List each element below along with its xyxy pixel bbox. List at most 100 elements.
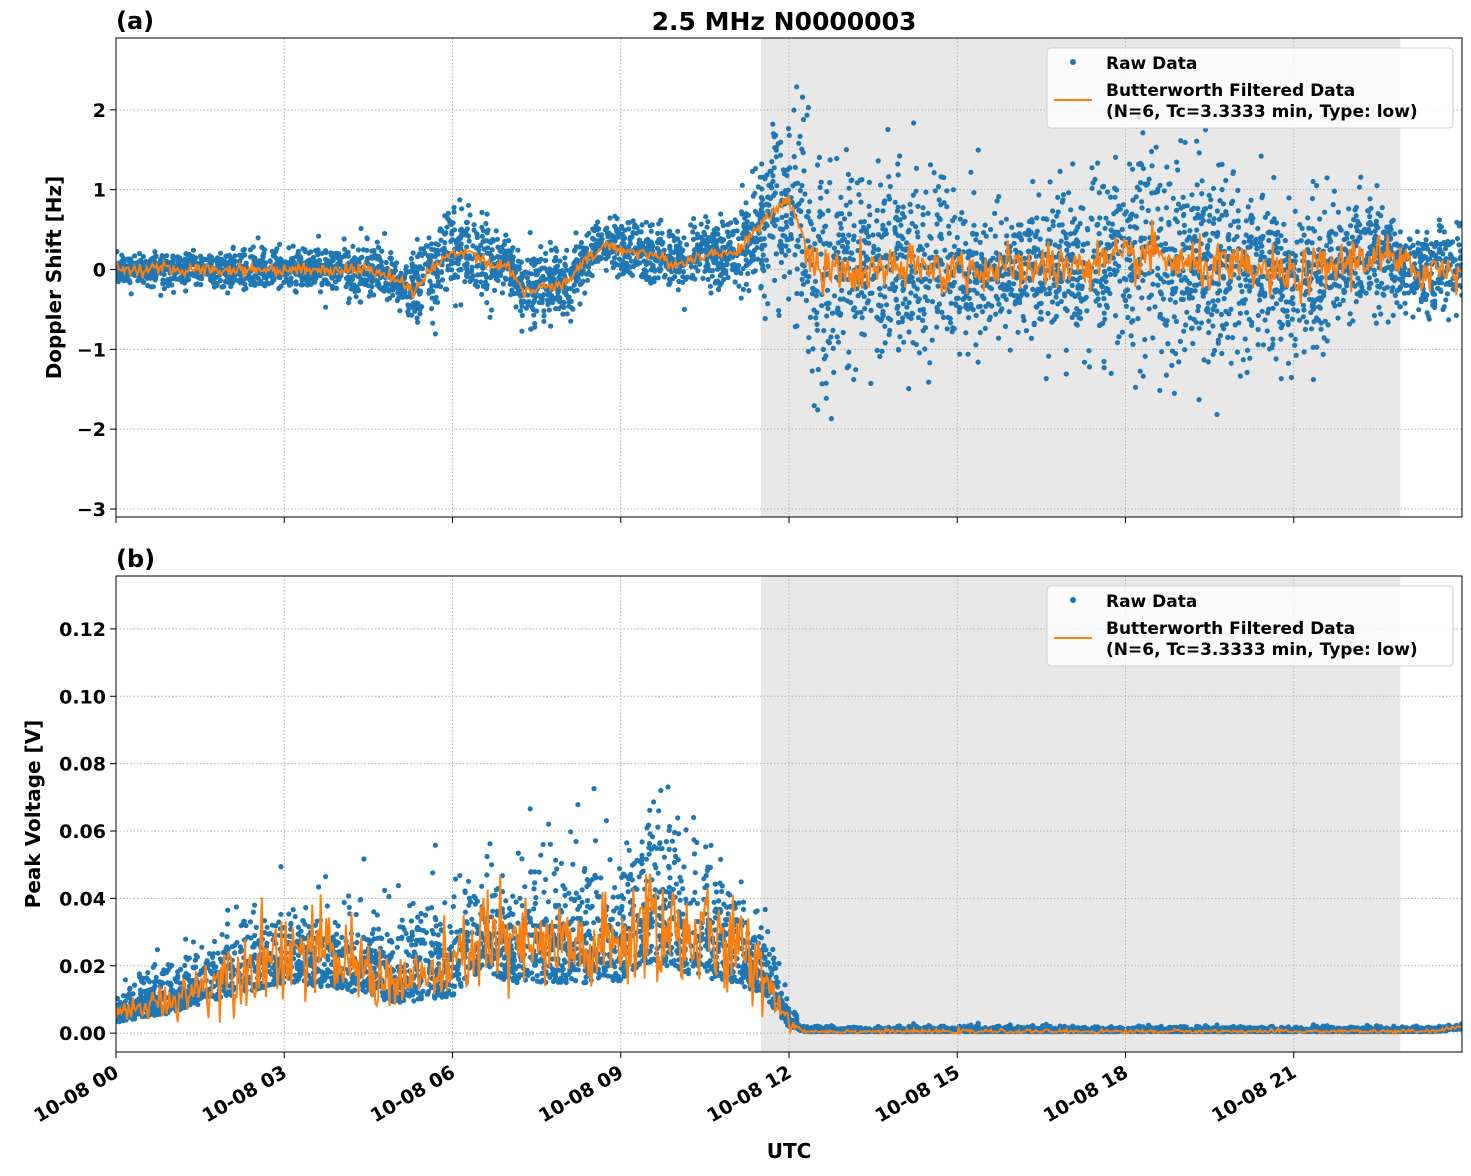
raw-point bbox=[877, 286, 882, 291]
raw-point bbox=[762, 236, 767, 241]
raw-point bbox=[1143, 354, 1148, 359]
raw-point bbox=[1216, 341, 1221, 346]
raw-point bbox=[1254, 246, 1259, 251]
raw-point bbox=[1072, 230, 1077, 235]
raw-point bbox=[721, 263, 726, 268]
raw-point bbox=[228, 258, 233, 263]
raw-point bbox=[1239, 289, 1244, 294]
raw-point bbox=[888, 184, 893, 189]
raw-point bbox=[1116, 264, 1121, 269]
raw-point bbox=[1205, 309, 1210, 314]
raw-point bbox=[1172, 391, 1177, 396]
raw-point bbox=[1210, 323, 1215, 328]
raw-point bbox=[1021, 314, 1026, 319]
raw-point bbox=[428, 287, 433, 292]
raw-point bbox=[674, 269, 679, 274]
raw-point bbox=[1097, 190, 1102, 195]
raw-point bbox=[1184, 290, 1189, 295]
raw-point bbox=[979, 293, 984, 298]
raw-point bbox=[928, 162, 933, 167]
raw-point bbox=[1455, 236, 1460, 241]
raw-point bbox=[158, 257, 163, 262]
raw-point bbox=[117, 273, 122, 278]
raw-point bbox=[568, 286, 573, 291]
raw-point bbox=[825, 288, 830, 293]
raw-point bbox=[525, 258, 530, 263]
raw-point bbox=[495, 278, 500, 283]
raw-point bbox=[807, 199, 812, 204]
raw-point bbox=[1194, 227, 1199, 232]
raw-point bbox=[710, 274, 715, 279]
raw-point bbox=[1337, 302, 1342, 307]
raw-point bbox=[1223, 309, 1228, 314]
raw-point bbox=[876, 158, 881, 163]
raw-point bbox=[900, 236, 905, 241]
raw-point bbox=[1158, 242, 1163, 247]
raw-point bbox=[712, 228, 717, 233]
raw-point bbox=[923, 284, 928, 289]
raw-point bbox=[941, 175, 946, 180]
raw-point bbox=[1080, 248, 1085, 253]
raw-point bbox=[914, 166, 919, 171]
raw-point bbox=[973, 237, 978, 242]
raw-point bbox=[276, 286, 281, 291]
raw-point bbox=[585, 278, 590, 283]
raw-point bbox=[1011, 281, 1016, 286]
raw-point bbox=[414, 269, 419, 274]
raw-point bbox=[1337, 284, 1342, 289]
raw-point bbox=[1446, 242, 1451, 247]
raw-point bbox=[426, 263, 431, 268]
raw-point bbox=[277, 242, 282, 247]
raw-point bbox=[944, 188, 949, 193]
raw-point bbox=[1150, 335, 1155, 340]
raw-point bbox=[760, 204, 765, 209]
raw-point bbox=[1053, 242, 1058, 247]
raw-point bbox=[922, 252, 927, 257]
raw-point bbox=[1256, 327, 1261, 332]
raw-point bbox=[312, 280, 317, 285]
raw-point bbox=[411, 250, 416, 255]
raw-point bbox=[1293, 337, 1298, 342]
raw-point bbox=[755, 257, 760, 262]
raw-point bbox=[410, 261, 415, 266]
raw-point bbox=[582, 290, 587, 295]
raw-point bbox=[1049, 320, 1054, 325]
raw-point bbox=[1147, 177, 1152, 182]
raw-point bbox=[693, 246, 698, 251]
raw-point bbox=[741, 266, 746, 271]
raw-point bbox=[814, 310, 819, 315]
raw-point bbox=[1374, 278, 1379, 283]
raw-point bbox=[1423, 297, 1428, 302]
raw-point bbox=[836, 232, 841, 237]
raw-point bbox=[778, 226, 783, 231]
raw-point bbox=[1311, 345, 1316, 350]
raw-point bbox=[1155, 206, 1160, 211]
raw-point bbox=[816, 367, 821, 372]
raw-point bbox=[636, 241, 641, 246]
raw-point bbox=[667, 233, 672, 238]
raw-point bbox=[1420, 257, 1425, 262]
raw-point bbox=[1334, 296, 1339, 301]
raw-point bbox=[1070, 315, 1075, 320]
raw-point bbox=[379, 249, 384, 254]
raw-point bbox=[1095, 161, 1100, 166]
raw-point bbox=[1229, 201, 1234, 206]
raw-point bbox=[888, 317, 893, 322]
raw-point bbox=[1175, 167, 1180, 172]
raw-point bbox=[922, 311, 927, 316]
raw-point bbox=[484, 300, 489, 305]
raw-point bbox=[847, 211, 852, 216]
raw-point bbox=[1064, 248, 1069, 253]
raw-point bbox=[1120, 227, 1125, 232]
raw-point bbox=[822, 224, 827, 229]
raw-point bbox=[700, 237, 705, 242]
raw-point bbox=[1319, 275, 1324, 280]
raw-point bbox=[1179, 297, 1184, 302]
raw-point bbox=[921, 212, 926, 217]
raw-point bbox=[1170, 271, 1175, 276]
raw-point bbox=[1018, 235, 1023, 240]
raw-point bbox=[213, 258, 218, 263]
raw-point bbox=[393, 268, 398, 273]
raw-point bbox=[350, 244, 355, 249]
raw-point bbox=[844, 249, 849, 254]
